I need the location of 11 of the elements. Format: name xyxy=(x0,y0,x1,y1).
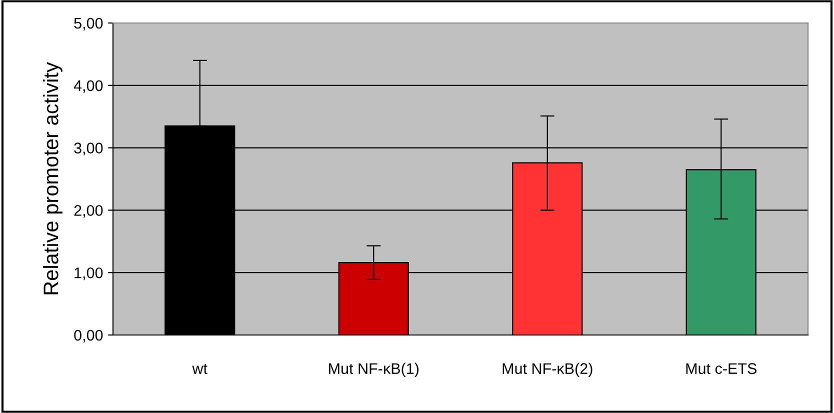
y-tick-label: 0,00 xyxy=(74,330,103,342)
y-tick-label: 1,00 xyxy=(74,267,103,280)
y-tick-label: 3,00 xyxy=(74,142,103,156)
x-tick-label: Mut NF-κB(1) xyxy=(329,362,419,378)
y-tick-label: 4,00 xyxy=(74,80,103,93)
x-tick-label: Mut c-ETS xyxy=(686,363,756,374)
x-tick-label: Mut NF-κB(2) xyxy=(502,362,592,378)
y-tick-label: 2,00 xyxy=(74,205,103,218)
y-tick-label: 5,00 xyxy=(74,18,103,30)
y-axis-title: Relative promoter activity xyxy=(43,62,62,294)
x-tick-label: wt xyxy=(192,364,208,374)
